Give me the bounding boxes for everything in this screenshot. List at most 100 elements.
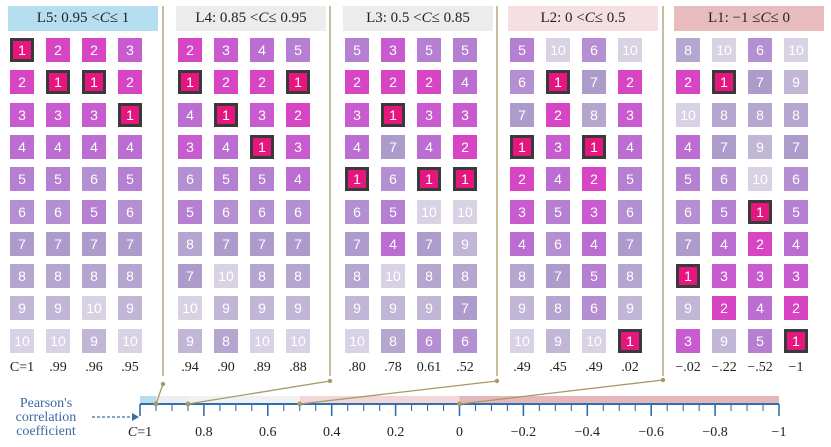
group-label-prefix: L5: 0.95 < (36, 10, 100, 26)
group-label-suffix: ≤ 0.95 (268, 10, 307, 26)
rank-cell: 6 (784, 167, 808, 192)
rank-cell: 6 (214, 199, 238, 224)
rank-cell: 9 (510, 296, 534, 321)
rank-cell: 10 (784, 38, 808, 62)
rank-cell: 9 (286, 296, 310, 321)
rank-cell: 10 (417, 199, 441, 224)
rank-cell: 6 (582, 38, 606, 62)
rank-cell: 2 (510, 167, 534, 192)
group-label-variable: C (99, 10, 110, 26)
rank-cell: 9 (345, 296, 369, 321)
rank-cell: 10 (712, 38, 736, 62)
rank-cell: 4 (10, 134, 34, 159)
rank-cell: 1 (510, 134, 534, 159)
rank-cell: 9 (10, 296, 34, 321)
group-label-variable: C (421, 10, 432, 26)
leader-knee-dot (494, 378, 500, 384)
rank-cell: 3 (178, 134, 202, 159)
rank-cell: 3 (381, 38, 405, 62)
rank-cell: 9 (784, 70, 808, 95)
rank-cell: 7 (345, 231, 369, 256)
rank-cell: 2 (345, 70, 369, 95)
rank-cell: 2 (381, 70, 405, 95)
rank-cell: 8 (178, 231, 202, 256)
leader-knee-dot (160, 381, 166, 387)
rank-cell: 5 (510, 38, 534, 62)
rank-cell: 7 (582, 70, 606, 95)
axis-title-line1: Pearson's (19, 396, 73, 411)
rank-cell: 5 (286, 38, 310, 62)
correlation-value-label: .88 (289, 360, 307, 375)
rank-cell: 7 (286, 231, 310, 256)
rank-cell: 6 (582, 296, 606, 321)
axis-tick-label: −1 (771, 425, 787, 440)
rank-cell: 10 (748, 167, 772, 192)
rank-cell: 4 (118, 134, 142, 159)
rank-cell: 1 (748, 199, 772, 224)
rank-cell: 3 (546, 134, 570, 159)
rank-cell: 10 (46, 328, 70, 353)
rank-cell: 3 (286, 134, 310, 159)
rank-cell: 9 (118, 296, 142, 321)
rank-cell: 7 (712, 134, 736, 159)
rank-cell: 2 (546, 102, 570, 127)
axis-marker-dot (185, 401, 191, 407)
rank-cell: 4 (748, 296, 772, 321)
rank-cell: 5 (748, 328, 772, 353)
rank-cell: 7 (250, 231, 274, 256)
rank-cell: 4 (381, 231, 405, 256)
rank-cell: 2 (748, 231, 772, 256)
rank-cell: 10 (250, 328, 274, 353)
rank-cell: 4 (82, 134, 106, 159)
correlation-value-label: −.02 (675, 360, 701, 375)
rank-cell: 6 (676, 199, 700, 224)
axis-tick-label: −0.6 (638, 425, 664, 440)
rank-cell: 5 (82, 199, 106, 224)
rank-cell: 8 (618, 264, 642, 289)
rank-cell: 6 (178, 167, 202, 192)
rank-cell: 7 (417, 231, 441, 256)
rank-cell: 5 (582, 264, 606, 289)
rank-cell: 5 (453, 38, 477, 62)
leader-knee-dot (660, 377, 666, 383)
rank-cell: 6 (417, 328, 441, 353)
correlation-value-label: .96 (85, 360, 103, 375)
rank-cell: 1 (178, 70, 202, 95)
rank-cell: 10 (10, 328, 34, 353)
correlation-value-label: .02 (621, 360, 639, 375)
rank-cell: 1 (250, 134, 274, 159)
rank-cell: 9 (381, 296, 405, 321)
rank-cell: 3 (46, 102, 70, 127)
rank-cell: 1 (417, 167, 441, 192)
rank-cell: 9 (82, 328, 106, 353)
correlation-value-label: .49 (513, 360, 531, 375)
axis-tick-label: C=1 (127, 425, 153, 440)
rank-cell: 7 (510, 102, 534, 127)
rank-cell: 7 (618, 231, 642, 256)
rank-cell: 1 (546, 70, 570, 95)
rank-cell: 7 (453, 296, 477, 321)
level-leader-line (299, 380, 498, 405)
correlation-band (140, 396, 156, 404)
rank-cell: 2 (46, 38, 70, 62)
rank-cell: 7 (10, 231, 34, 256)
rank-cell: 3 (712, 264, 736, 289)
correlation-value-label: .89 (253, 360, 271, 375)
group-label-variable: C (258, 10, 269, 26)
rank-cell: 4 (178, 102, 202, 127)
rank-cell: 7 (546, 264, 570, 289)
rank-cell: 8 (46, 264, 70, 289)
correlation-value-label: 0.61 (416, 360, 442, 375)
rank-cell: 1 (712, 70, 736, 95)
rank-cell: 3 (748, 264, 772, 289)
rank-cell: 4 (286, 167, 310, 192)
rank-cell: 4 (46, 134, 70, 159)
rank-cell: 2 (784, 296, 808, 321)
rank-cell: 9 (453, 231, 477, 256)
rank-cell: 10 (345, 328, 369, 353)
rank-cell: 6 (118, 199, 142, 224)
rank-cell: 2 (214, 70, 238, 95)
axis-tick-label: 0.8 (195, 425, 213, 440)
rank-cell: 5 (46, 167, 70, 192)
rank-cell: 10 (118, 328, 142, 353)
